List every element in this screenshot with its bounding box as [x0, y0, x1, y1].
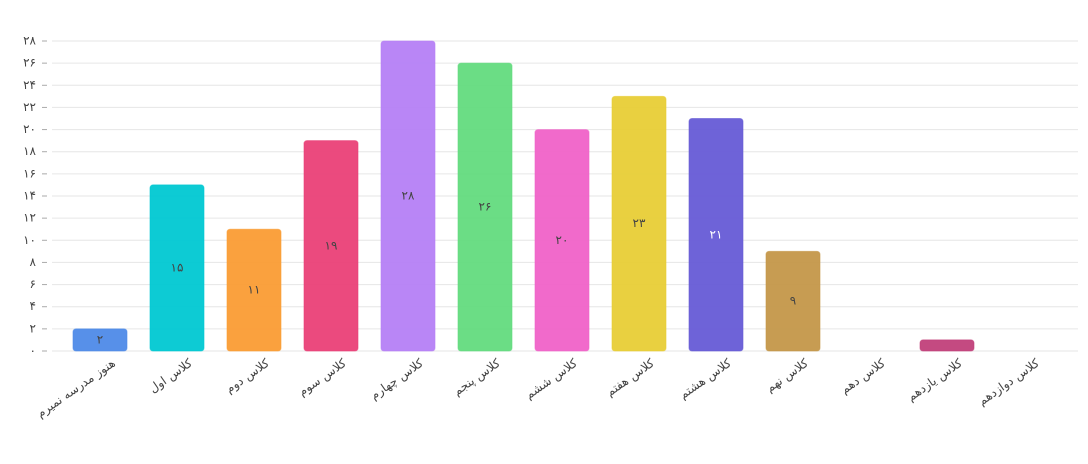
bar [688, 118, 744, 352]
y-tick-label: ۰ [30, 344, 36, 358]
x-tick-label: کلاس یازدهم [904, 356, 965, 405]
y-tick-label: ۶ [30, 277, 36, 291]
bar [303, 140, 359, 352]
x-tick-label: کلاس ششم [522, 356, 580, 403]
y-tick-label: ۲۰ [23, 122, 36, 136]
y-tick-label: ۲ [30, 321, 36, 335]
y-tick-label: ۱۶ [23, 166, 36, 180]
data-label: ۲۰ [556, 233, 569, 247]
y-tick-label: ۲۸ [23, 34, 36, 48]
data-label: ۱۹ [325, 238, 338, 252]
x-tick-label: کلاس پنجم [450, 356, 503, 399]
x-tick-label: کلاس چهارم [368, 356, 427, 404]
bar [534, 129, 590, 352]
bar [72, 328, 128, 352]
data-label: ۱۵ [171, 260, 184, 274]
data-label: ۲۱ [710, 227, 723, 241]
x-tick-label: کلاس هفتم [603, 356, 657, 400]
bar [380, 40, 436, 352]
data-label: ۲۳ [633, 216, 646, 230]
y-tick-label: ۱۴ [23, 189, 36, 203]
data-label: ۱۱ [248, 283, 261, 297]
x-tick-label: کلاس نهم [763, 356, 811, 396]
x-tick-label: کلاس اول [146, 356, 195, 397]
y-tick-label: ۱۲ [23, 211, 36, 225]
x-tick-label: هنوز مدرسه نمیرم [34, 356, 118, 421]
x-tick-label: کلاس دهم [838, 356, 889, 398]
bar [149, 184, 205, 352]
x-tick-label: کلاس هشتم [677, 356, 735, 403]
y-tick-label: ۱۰ [23, 233, 36, 247]
bar [226, 228, 282, 352]
y-tick-label: ۸ [30, 255, 37, 269]
data-label: ۲ [97, 332, 103, 346]
data-label: ۲۸ [402, 189, 415, 203]
x-tick-label: کلاس سوم [296, 356, 350, 400]
y-tick-label: ۱۸ [23, 144, 36, 158]
bar [611, 95, 667, 352]
y-tick-label: ۲۲ [23, 100, 36, 114]
bar [919, 339, 975, 352]
bar [765, 250, 821, 352]
data-label: ۹ [790, 294, 796, 308]
bar [457, 62, 513, 352]
y-tick-label: ۲۴ [23, 78, 36, 92]
y-tick-label: ۴ [30, 299, 36, 313]
x-tick-label: کلاس دوم [223, 356, 273, 397]
data-label: ۲۶ [479, 200, 492, 214]
y-tick-label: ۲۶ [23, 56, 36, 70]
x-tick-label: کلاس دوازدهم [975, 356, 1042, 409]
